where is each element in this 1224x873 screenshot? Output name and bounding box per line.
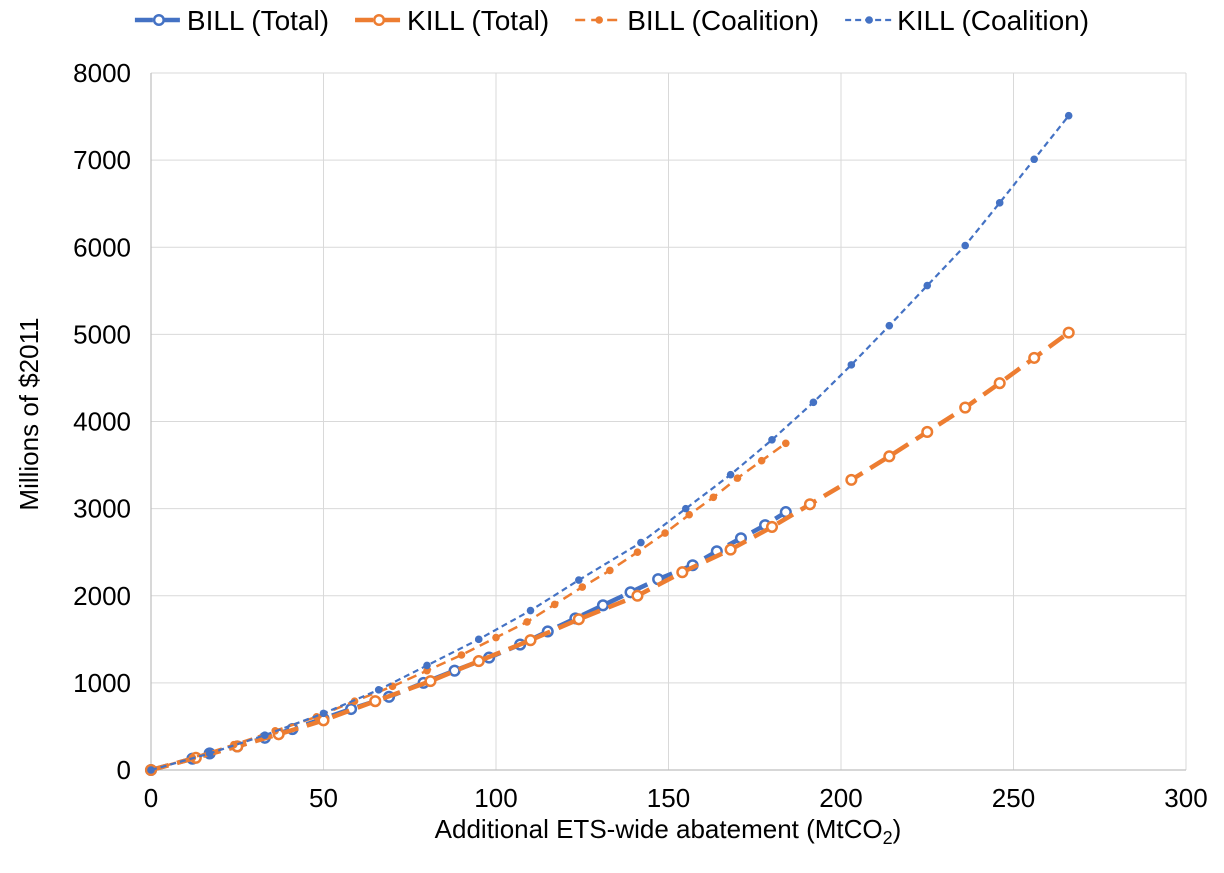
data-point: [993, 377, 1006, 390]
data-point: [883, 450, 896, 463]
data-point: [676, 566, 689, 579]
x-axis-title-main: Additional ETS-wide abatement (MtCO: [435, 814, 883, 844]
data-point: [633, 548, 642, 556]
data-point: [1028, 351, 1041, 364]
data-point: [457, 651, 466, 659]
data-point: [374, 686, 383, 694]
data-point: [1062, 326, 1075, 339]
x-axis-title-subscript: 2: [883, 828, 893, 848]
series-layer: [144, 111, 1075, 777]
data-point: [474, 635, 483, 644]
data-point: [637, 538, 645, 547]
data-point: [578, 583, 587, 591]
legend-label: KILL (Coalition): [897, 5, 1089, 36]
data-point: [765, 520, 779, 533]
data-point: [845, 473, 858, 486]
legend-item-bill-total: BILL (Total): [134, 5, 329, 36]
data-point: [523, 618, 531, 626]
legend-item-kill-total: KILL (Total): [355, 5, 549, 36]
data-point: [803, 498, 817, 511]
data-point: [757, 456, 766, 465]
data-point: [724, 543, 737, 556]
data-point: [782, 439, 790, 448]
legend-swatch-marker: [372, 13, 386, 27]
data-point: [319, 709, 328, 718]
legend-item-bill-coalition: BILL (Coalition): [575, 5, 819, 36]
data-point: [423, 661, 431, 670]
axes: 0 1000 2000 3000 4000 5000 6000 7000 8000 0 50 100 1…: [73, 58, 1208, 813]
y-tick-label: 3000: [73, 494, 131, 524]
y-tick-label: 0: [117, 755, 131, 785]
data-point: [606, 566, 614, 575]
y-tick-label: 6000: [73, 232, 131, 262]
data-point: [809, 398, 818, 407]
legend-label: KILL (Total): [407, 5, 549, 36]
data-point: [492, 633, 500, 642]
x-tick-label: 50: [309, 783, 338, 813]
series-line-kill-total: [150, 330, 1071, 773]
x-tick-label: 300: [1164, 783, 1207, 813]
x-tick-label: 100: [474, 783, 517, 813]
data-point: [768, 435, 776, 444]
data-point: [596, 599, 610, 612]
y-tick-label: 5000: [73, 319, 131, 349]
data-point: [961, 241, 969, 250]
data-point: [423, 666, 431, 675]
x-tick-label: 0: [144, 783, 158, 813]
y-axis-title: Millions of $2011: [14, 317, 44, 510]
data-point: [524, 634, 537, 647]
data-point: [885, 321, 894, 330]
data-point: [1064, 111, 1073, 120]
data-point: [709, 493, 718, 502]
legend-swatch-marker: [865, 16, 873, 24]
legend-label: BILL (Coalition): [627, 5, 819, 36]
y-tick-label: 4000: [73, 407, 131, 437]
data-point: [733, 474, 742, 482]
data-point: [261, 731, 269, 739]
data-point: [1030, 155, 1038, 164]
legend-label: BILL (Total): [187, 5, 329, 36]
data-point: [847, 361, 856, 369]
gridlines: [150, 72, 1187, 771]
series-line-bill-coalition: [150, 442, 787, 772]
series-line-bill-total: [150, 510, 788, 773]
series-kill-total: [144, 326, 1075, 777]
data-point: [205, 749, 214, 758]
data-point: [959, 401, 972, 414]
legend-swatch-marker: [152, 13, 165, 27]
data-point: [923, 281, 932, 290]
x-tick-label: 150: [647, 783, 690, 813]
legend-item-kill-coalition: KILL (Coalition): [845, 5, 1089, 36]
data-point: [472, 655, 485, 668]
data-point: [681, 504, 690, 513]
data-point: [685, 510, 693, 519]
x-axis-title-suffix: ): [893, 814, 902, 844]
x-tick-label: 250: [992, 783, 1035, 813]
data-point: [726, 470, 735, 479]
data-point: [921, 425, 934, 439]
data-point: [369, 695, 382, 708]
x-tick-label: 200: [819, 783, 862, 813]
data-point: [147, 766, 155, 774]
data-point: [550, 600, 559, 609]
data-point: [572, 613, 585, 626]
data-point: [424, 675, 437, 688]
data-point: [661, 529, 669, 537]
data-point: [995, 199, 1004, 207]
legend: BILL (Total) KILL (Total) BILL (Coalition)…: [134, 5, 1089, 36]
x-axis-title: Additional ETS-wide abatement (MtCO2): [435, 814, 902, 848]
y-tick-label: 8000: [73, 58, 131, 88]
y-tick-label: 2000: [73, 581, 131, 611]
series-bill-coalition: [147, 439, 790, 774]
series-bill-total: [144, 506, 792, 777]
y-tick-label: 7000: [73, 145, 131, 175]
data-point: [631, 589, 644, 602]
data-point: [526, 606, 535, 615]
data-point: [575, 576, 583, 584]
legend-swatch-marker: [595, 16, 603, 24]
series-kill-coalition: [147, 111, 1073, 774]
series-line-kill-coalition: [150, 115, 1070, 772]
y-tick-label: 1000: [73, 668, 131, 698]
